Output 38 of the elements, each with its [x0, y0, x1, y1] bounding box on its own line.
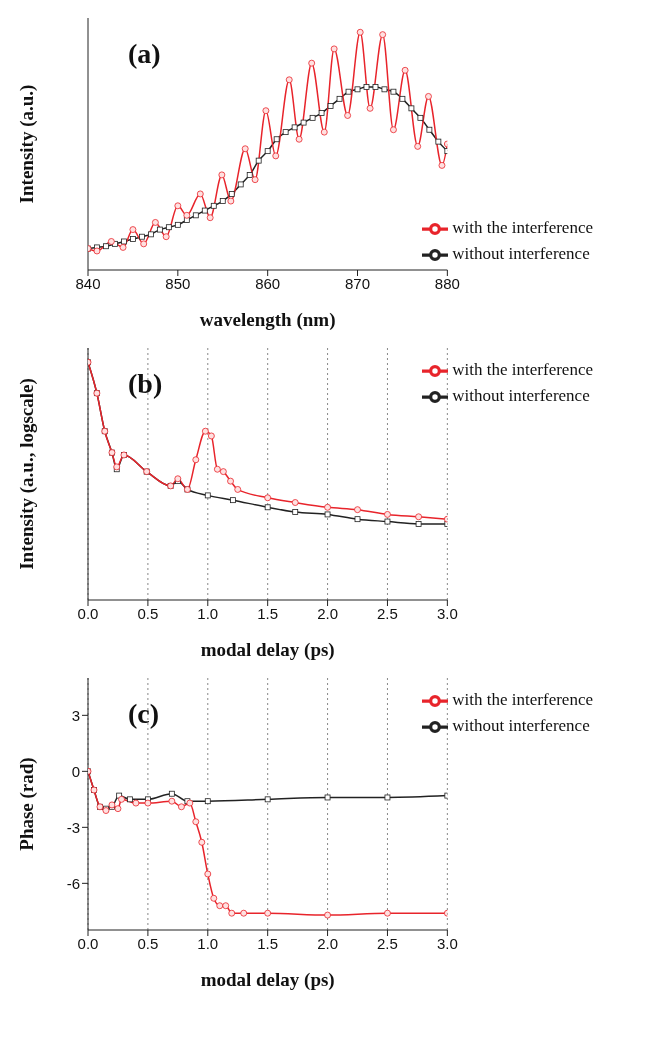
x-tick-label: 2.0	[317, 604, 338, 622]
legend-label: without interference	[452, 243, 590, 263]
x-tick-label: 3.0	[436, 934, 458, 952]
x-tick-label: 0.5	[137, 604, 159, 622]
y-axis-title: Phase (rad)	[15, 757, 38, 851]
legend-label: with the interference	[452, 217, 593, 237]
legend-label: with the interference	[452, 689, 593, 709]
x-tick-label: 1.0	[197, 604, 219, 622]
x-tick-label: 0.0	[77, 604, 99, 622]
x-tick-label: 860	[255, 274, 281, 292]
x-tick-label: 870	[344, 274, 371, 292]
y-tick-label: 3	[71, 706, 80, 724]
annotation: (a)	[128, 38, 161, 70]
y-tick-label: -3	[66, 818, 80, 836]
x-tick-label: 1.5	[257, 604, 279, 622]
y-tick-label: -6	[66, 874, 80, 892]
x-tick-label: 3.0	[436, 604, 458, 622]
x-tick-label: 0.5	[137, 934, 159, 952]
annotation: (b)	[128, 368, 163, 400]
x-tick-label: 0.0	[77, 934, 99, 952]
x-tick-label: 2.0	[317, 934, 338, 952]
x-tick-label: 2.5	[377, 934, 398, 952]
x-tick-label: 1.5	[257, 934, 279, 952]
legend-label: without interference	[452, 715, 590, 735]
legend-label: without interference	[452, 385, 590, 405]
y-axis-title: Intensity (a.u.)	[15, 84, 38, 204]
annotation: (c)	[128, 698, 160, 730]
legend-label: with the interference	[452, 359, 593, 379]
x-tick-label: 840	[75, 274, 101, 292]
x-axis-title: modal delay (ps)	[200, 639, 335, 661]
y-tick-label: 0	[71, 762, 80, 780]
x-tick-label: 880	[434, 274, 460, 292]
y-axis-title: Intensity (a.u., logscale)	[15, 378, 38, 570]
x-tick-label: 2.5	[377, 604, 398, 622]
x-tick-label: 1.0	[197, 934, 219, 952]
x-tick-label: 850	[165, 274, 191, 292]
x-axis-title: modal delay (ps)	[200, 969, 335, 991]
x-axis-title: wavelength (nm)	[199, 309, 336, 331]
